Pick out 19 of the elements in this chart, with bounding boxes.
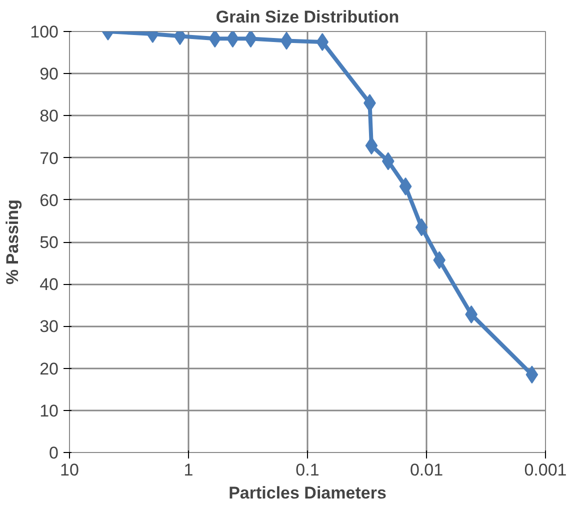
x-axis-title: Particles Diameters — [228, 484, 386, 502]
y-tick-label: 0 — [49, 444, 59, 462]
y-tick-label: 90 — [40, 64, 59, 84]
x-tick-label: 1 — [184, 460, 194, 480]
y-tick-label: 30 — [40, 317, 59, 336]
y-tick-label: 40 — [40, 275, 59, 294]
y-tick-label: 80 — [40, 106, 59, 126]
x-tick-label: 0.001 — [524, 460, 567, 480]
x-tick-label: 10 — [60, 460, 79, 480]
x-tick-label: 0.01 — [410, 460, 444, 480]
y-tick-label: 60 — [40, 190, 59, 210]
y-tick-label: 100 — [30, 22, 59, 42]
y-tick-label: 20 — [40, 359, 59, 378]
y-tick-label: 10 — [40, 401, 59, 420]
y-tick-label: 70 — [40, 148, 59, 168]
y-axis-title: % Passing — [3, 199, 22, 285]
chart-title: Grain Size Distribution — [216, 8, 400, 26]
x-tick-label: 0.1 — [296, 460, 320, 480]
y-tick-label: 50 — [40, 233, 59, 252]
